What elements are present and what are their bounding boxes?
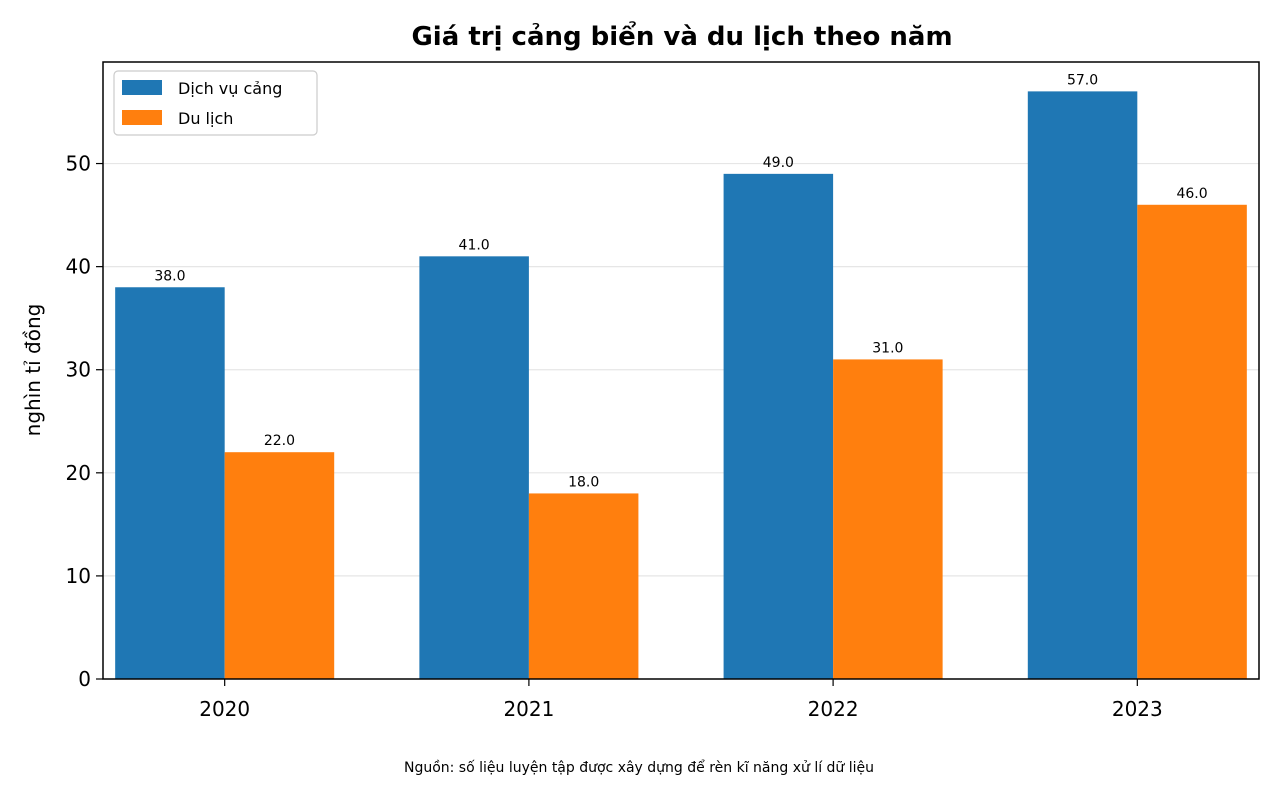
y-tick-label: 20 xyxy=(66,461,91,485)
plot-frame xyxy=(102,61,1260,680)
y-axis-ticks: 0 10 20 30 40 50 xyxy=(66,152,103,691)
data-label: 22.0 xyxy=(264,433,295,449)
y-tick-label: 10 xyxy=(66,564,91,588)
legend-swatch xyxy=(122,80,162,95)
data-label: 41.0 xyxy=(459,237,490,253)
bar-tourism xyxy=(1137,204,1247,679)
x-tick-label: 2022 xyxy=(808,697,859,721)
y-tick-label: 50 xyxy=(66,152,91,176)
bar-port-services xyxy=(115,287,225,679)
legend-label: Du lịch xyxy=(178,109,233,128)
bars-group xyxy=(115,91,1247,679)
x-tick-label: 2020 xyxy=(199,697,250,721)
bar-tourism xyxy=(528,493,639,679)
data-label: 49.0 xyxy=(763,155,794,171)
source-footnote: Nguồn: số liệu luyện tập được xây dựng đ… xyxy=(404,759,874,776)
data-labels-group: 38.0 22.0 41.0 18.0 49.0 31.0 57.0 46.0 xyxy=(154,72,1207,490)
legend-swatch xyxy=(122,110,162,125)
bar-tourism xyxy=(833,359,943,679)
bar-port-services xyxy=(419,256,529,679)
x-tick-label: 2021 xyxy=(503,697,554,721)
data-label: 38.0 xyxy=(154,268,185,284)
legend-box xyxy=(113,70,318,136)
y-tick-label: 40 xyxy=(66,255,91,279)
bar-port-services xyxy=(1027,91,1138,679)
data-label: 31.0 xyxy=(872,340,903,356)
legend-label: Dịch vụ cảng xyxy=(178,79,282,98)
data-label: 57.0 xyxy=(1067,72,1098,88)
data-label: 46.0 xyxy=(1176,186,1207,202)
chart-title: Giá trị cảng biển và du lịch theo năm xyxy=(411,19,952,52)
x-tick-label: 2023 xyxy=(1112,697,1163,721)
bar-port-services xyxy=(723,173,834,679)
y-axis-label: nghìn tỉ đồng xyxy=(21,304,45,437)
data-label: 18.0 xyxy=(568,474,599,490)
legend: Dịch vụ cảng Du lịch xyxy=(113,70,318,136)
bar-tourism xyxy=(224,452,335,679)
y-tick-label: 0 xyxy=(78,667,91,691)
y-tick-label: 30 xyxy=(66,358,91,382)
x-axis-ticks: 2020 2021 2022 2023 xyxy=(199,679,1163,721)
